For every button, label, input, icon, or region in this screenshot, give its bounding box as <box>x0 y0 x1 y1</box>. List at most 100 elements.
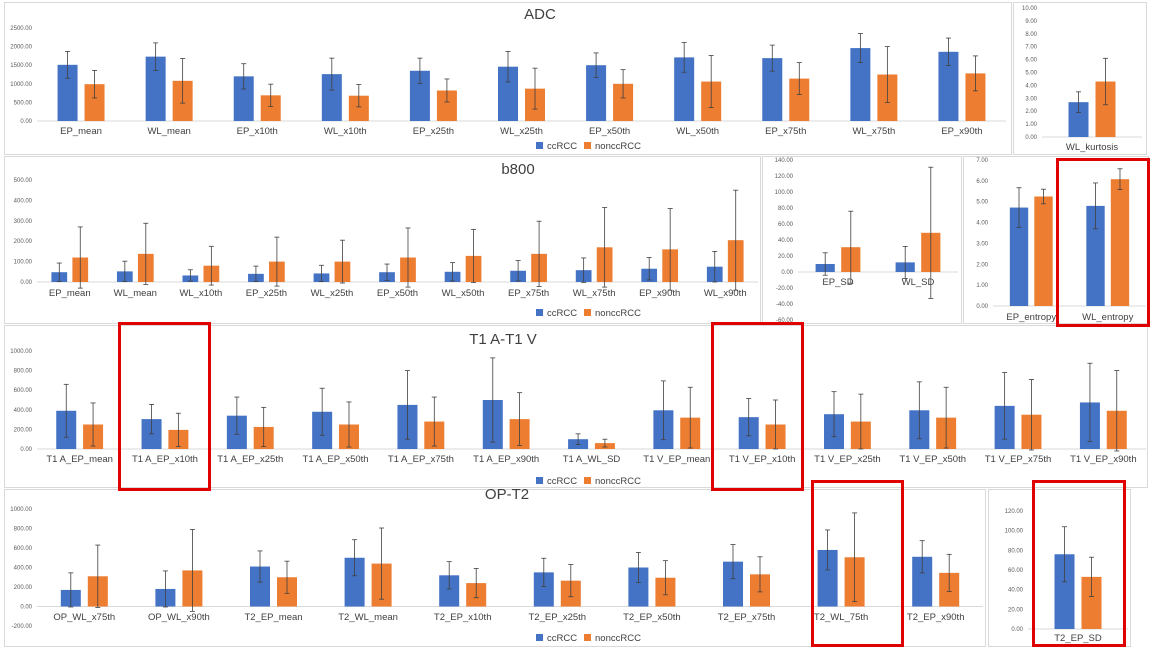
category-label: EP_entropy <box>1006 312 1056 323</box>
y-tick-label: 300.00 <box>14 219 33 225</box>
category-label: EP_x50th <box>589 126 630 137</box>
y-tick-label: 1500.00 <box>10 63 32 69</box>
category-label: EP_x10th <box>237 126 278 137</box>
chart-b800: 0.00 100.00 200.00 300.00 400.00 500.00 EP_mea… <box>14 161 758 319</box>
bar-ccrcc <box>850 48 871 122</box>
bar-nonccrcc <box>1034 196 1053 306</box>
legend-swatch-ccrcc <box>536 309 543 316</box>
panel-b800 <box>4 156 761 324</box>
y-tick-label: 1000.00 <box>10 82 32 88</box>
category-label: T1 V_EP_mean <box>643 454 710 465</box>
chart-kurt: 0.00 1.00 2.00 3.00 4.00 5.00 6.00 7.00 8.00 9.00… <box>1022 6 1142 153</box>
y-tick-label: 60.00 <box>1008 568 1024 574</box>
category-label: T2_EP_x90th <box>907 612 965 623</box>
chart-adc: 0.00 500.00 1000.00 1500.00 2000.00 2500.00 EP… <box>10 6 1006 152</box>
y-tick-label: 0.00 <box>20 280 32 286</box>
y-tick-label: 0.00 <box>20 119 32 125</box>
y-tick-label: 6.00 <box>1025 58 1037 64</box>
y-tick-label: 800.00 <box>14 369 33 375</box>
category-label: T2_EP_x10th <box>434 612 492 623</box>
category-label: WL_x10th <box>324 126 367 137</box>
bar-nonccrcc <box>789 78 810 121</box>
y-tick-label: 1.00 <box>976 283 988 289</box>
category-label: EP_SD <box>822 277 853 288</box>
category-label: T1 V_EP_x10th <box>729 454 796 465</box>
bar-ccrcc <box>762 58 783 121</box>
category-label: WL_x75th <box>573 288 616 299</box>
y-tick-label: 0.00 <box>781 270 793 276</box>
category-label: T1 V_EP_x90th <box>1070 454 1137 465</box>
y-tick-label: 0.00 <box>1025 135 1037 141</box>
bar-ccrcc <box>938 51 959 121</box>
bar-ccrcc <box>145 56 166 122</box>
category-label: WL_kurtosis <box>1066 142 1119 153</box>
bar-ccrcc <box>723 561 743 607</box>
bar-nonccrcc <box>260 95 281 121</box>
legend-label-nonccrcc: nonccRCC <box>595 476 641 487</box>
category-label: T1 A_EP_x50th <box>303 454 369 465</box>
y-tick-label: 400.00 <box>14 198 33 204</box>
y-tick-label: 140.00 <box>775 158 794 164</box>
bar-nonccrcc <box>613 83 634 121</box>
y-tick-label: 5.00 <box>976 200 988 206</box>
y-tick-label: 5.00 <box>1025 71 1037 77</box>
category-label: T2_EP_x75th <box>718 612 776 623</box>
category-label: EP_x90th <box>941 126 982 137</box>
category-label: EP_x25th <box>413 126 454 137</box>
legend-swatch-ccrcc <box>536 477 543 484</box>
category-label: T1 V_EP_x50th <box>899 454 966 465</box>
category-label: T1 A_EP_x90th <box>473 454 539 465</box>
y-tick-label: 400.00 <box>14 408 33 414</box>
y-tick-label: 6.00 <box>976 179 988 185</box>
bar-nonccrcc <box>1110 179 1130 306</box>
category-label: T2_WL_75th <box>814 612 868 623</box>
y-tick-label: 3.00 <box>1025 96 1037 102</box>
bar-nonccrcc <box>84 84 105 121</box>
y-tick-label: 120.00 <box>1005 509 1024 515</box>
y-tick-label: 200.00 <box>14 239 33 245</box>
category-label: T2_EP_x25th <box>529 612 587 623</box>
category-label: T1 A_WL_SD <box>563 454 621 465</box>
category-label: WL_x25th <box>311 288 354 299</box>
bar-ccrcc <box>409 70 430 121</box>
y-tick-label: 4.00 <box>1025 83 1037 89</box>
y-tick-label: 80.00 <box>778 206 794 212</box>
y-tick-label: 100.00 <box>14 260 33 266</box>
legend-swatch-nonccrcc <box>584 142 591 149</box>
category-label: OP_WL_x75th <box>53 612 115 623</box>
category-label: EP_mean <box>60 126 102 137</box>
y-tick-label: -20.00 <box>776 286 794 292</box>
chart-ent: 0.00 1.00 2.00 3.00 4.00 5.00 6.00 7.00 EP_entro… <box>976 158 1146 323</box>
chart-t2sd: 0.00 20.00 40.00 60.00 80.00 100.00 120.00 T2_E… <box>1005 509 1128 644</box>
bar-nonccrcc <box>436 90 457 121</box>
category-label: T1 A_EP_x10th <box>132 454 198 465</box>
category-label: WL_x50th <box>676 126 719 137</box>
bar-ccrcc <box>1009 207 1029 306</box>
bar-ccrcc <box>628 567 649 607</box>
category-label: WL_x90th <box>704 288 747 299</box>
bar-ccrcc <box>817 549 838 607</box>
y-tick-label: 3.00 <box>976 241 988 247</box>
y-tick-label: 400.00 <box>14 566 33 572</box>
y-tick-label: -200.00 <box>12 624 33 630</box>
bar-nonccrcc <box>965 73 986 121</box>
y-tick-label: 500.00 <box>14 100 33 106</box>
y-tick-label: 600.00 <box>14 388 33 394</box>
y-tick-label: 10.00 <box>1022 6 1038 12</box>
category-label: WL_x25th <box>500 126 543 137</box>
bar-nonccrcc <box>348 95 369 121</box>
y-tick-label: 2500.00 <box>10 26 32 32</box>
y-tick-label: 1.00 <box>1025 122 1037 128</box>
legend-swatch-ccrcc <box>536 142 543 149</box>
y-tick-label: 0.00 <box>1011 627 1023 633</box>
y-tick-label: 0.00 <box>20 605 32 611</box>
legend-label-ccrcc: ccRCC <box>547 633 577 644</box>
legend-swatch-ccrcc <box>536 634 543 641</box>
legend-label-nonccrcc: nonccRCC <box>595 308 641 319</box>
y-tick-label: 9.00 <box>1025 19 1037 25</box>
y-tick-label: 120.00 <box>775 174 794 180</box>
chart-t1: 0.00 200.00 400.00 600.00 800.00 1000.00 T1 A_… <box>10 331 1146 487</box>
bar-ccrcc <box>344 557 365 607</box>
bar-nonccrcc <box>1095 81 1116 137</box>
